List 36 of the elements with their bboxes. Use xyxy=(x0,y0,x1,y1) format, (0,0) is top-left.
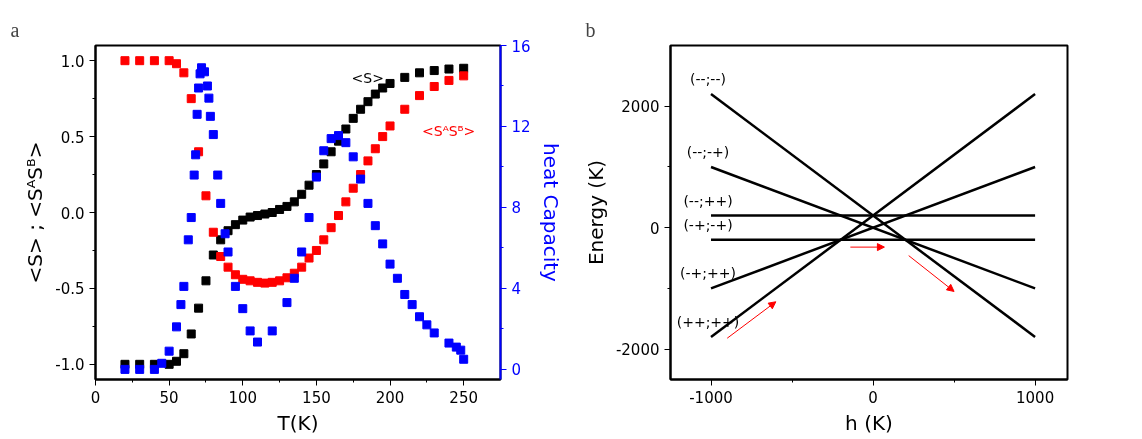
series-label: <S> xyxy=(351,70,384,87)
legend-label: (-+;-+) xyxy=(683,216,733,233)
series-label: <SᴬSᴮ> xyxy=(422,122,476,139)
y-tick-label: 2000 xyxy=(621,98,660,117)
x-axis-title: T(K) xyxy=(276,410,319,435)
y-tick-label: 0.0 xyxy=(60,204,85,223)
x-axis-title: h (K) xyxy=(845,410,893,435)
chart-title: a xyxy=(10,18,20,41)
chart-title: b xyxy=(585,18,596,41)
y2-tick-label: 0 xyxy=(511,361,522,380)
y-tick-label: -0.5 xyxy=(55,280,85,299)
series-label: (-+;++) xyxy=(680,265,736,282)
y2-tick-label: 12 xyxy=(511,118,531,137)
y2-axis-title: heat Capacity xyxy=(538,143,563,283)
y2-tick-label: 4 xyxy=(511,280,522,299)
x-tick-label: -1000 xyxy=(689,388,733,407)
x-tick-label: 1000 xyxy=(1016,388,1055,407)
series-label: (--;-+) xyxy=(686,143,730,160)
x-tick-label: 0 xyxy=(90,388,101,407)
y-tick-label: -1.0 xyxy=(55,356,85,375)
x-tick-label: 100 xyxy=(228,388,258,407)
y-tick-label: 0 xyxy=(649,219,660,238)
x-tick-label: 150 xyxy=(302,388,331,407)
y-axis-title: Energy (K) xyxy=(583,159,608,266)
y-tick-label: 0.5 xyxy=(60,128,85,147)
x-tick-label: 50 xyxy=(159,388,179,407)
x-tick-label: 0 xyxy=(868,388,878,407)
y-tick-label: -2000 xyxy=(615,341,660,360)
y-axis-title: <S> ; <SᴬSᴮ> xyxy=(23,141,48,284)
x-tick-label: 250 xyxy=(449,388,479,407)
series-label: (--;++) xyxy=(683,192,733,209)
y-tick-label: 1.0 xyxy=(60,52,85,71)
x-tick-label: 200 xyxy=(375,388,405,407)
series-label: (--;--) xyxy=(690,71,726,88)
y2-tick-label: 8 xyxy=(511,199,522,218)
y2-tick-label: 16 xyxy=(511,37,531,56)
